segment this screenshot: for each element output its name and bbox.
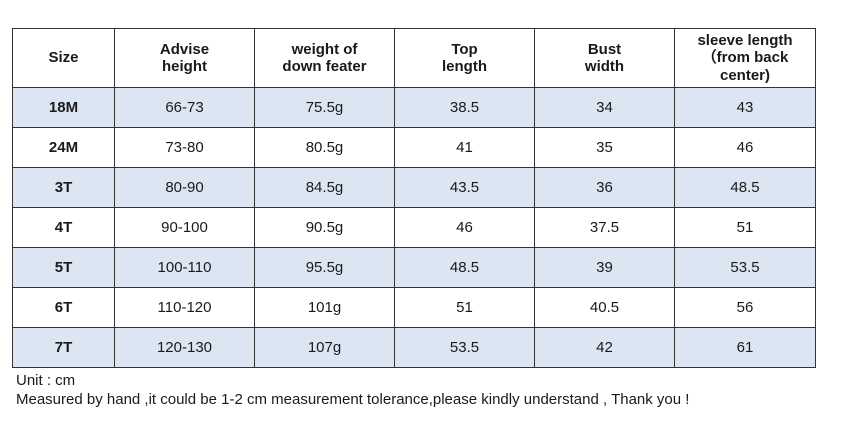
header-advise-height: Advise height (114, 28, 255, 88)
header-row: Size Advise height weight of down feater… (12, 28, 816, 88)
bust-width-cell: 36 (534, 167, 675, 208)
top-length-cell: 53.5 (394, 327, 535, 368)
header-down-weight: weight of down feater (254, 28, 395, 88)
size-cell: 6T (12, 287, 115, 328)
bust-width-cell: 34 (534, 87, 675, 128)
notes-block: Unit : cm Measured by hand ,it could be … (16, 371, 689, 409)
sleeve-length-cell: 46 (674, 127, 816, 168)
bust-width-cell: 42 (534, 327, 675, 368)
tolerance-note: Measured by hand ,it could be 1-2 cm mea… (16, 391, 690, 408)
height-cell: 120-130 (114, 327, 255, 368)
height-cell: 110-120 (114, 287, 255, 328)
unit-note: Unit : cm (16, 372, 76, 389)
size-cell: 3T (12, 167, 115, 208)
weight-cell: 107g (254, 327, 395, 368)
table-row: 7T 120-130 107g 53.5 42 61 (12, 327, 816, 368)
top-length-cell: 46 (394, 207, 535, 248)
weight-cell: 80.5g (254, 127, 395, 168)
bust-width-cell: 35 (534, 127, 675, 168)
height-cell: 90-100 (114, 207, 255, 248)
bust-width-cell: 37.5 (534, 207, 675, 248)
weight-cell: 90.5g (254, 207, 395, 248)
bust-width-cell: 39 (534, 247, 675, 288)
weight-cell: 75.5g (254, 87, 395, 128)
top-length-cell: 48.5 (394, 247, 535, 288)
height-cell: 73-80 (114, 127, 255, 168)
sleeve-length-cell: 61 (674, 327, 816, 368)
top-length-cell: 41 (394, 127, 535, 168)
sleeve-length-cell: 51 (674, 207, 816, 248)
table-row: 6T 110-120 101g 51 40.5 56 (12, 287, 816, 328)
weight-cell: 84.5g (254, 167, 395, 208)
top-length-cell: 38.5 (394, 87, 535, 128)
sleeve-length-cell: 53.5 (674, 247, 816, 288)
table-row: 18M 66-73 75.5g 38.5 34 43 (12, 87, 816, 128)
height-cell: 100-110 (114, 247, 255, 288)
sleeve-length-cell: 48.5 (674, 167, 816, 208)
size-cell: 4T (12, 207, 115, 248)
size-cell: 5T (12, 247, 115, 288)
size-chart-table: Size Advise height weight of down feater… (12, 28, 816, 368)
top-length-cell: 51 (394, 287, 535, 328)
size-cell: 7T (12, 327, 115, 368)
weight-cell: 101g (254, 287, 395, 328)
height-cell: 66-73 (114, 87, 255, 128)
header-top-length: Top length (394, 28, 535, 88)
header-sleeve-length: sleeve length （from back center) (674, 28, 816, 88)
table-row: 5T 100-110 95.5g 48.5 39 53.5 (12, 247, 816, 288)
size-cell: 24M (12, 127, 115, 168)
table-row: 4T 90-100 90.5g 46 37.5 51 (12, 207, 816, 248)
table-row: 3T 80-90 84.5g 43.5 36 48.5 (12, 167, 816, 208)
sleeve-length-cell: 56 (674, 287, 816, 328)
height-cell: 80-90 (114, 167, 255, 208)
header-size: Size (12, 28, 115, 88)
weight-cell: 95.5g (254, 247, 395, 288)
header-bust-width: Bust width (534, 28, 675, 88)
sleeve-length-cell: 43 (674, 87, 816, 128)
table-row: 24M 73-80 80.5g 41 35 46 (12, 127, 816, 168)
top-length-cell: 43.5 (394, 167, 535, 208)
size-cell: 18M (12, 87, 115, 128)
bust-width-cell: 40.5 (534, 287, 675, 328)
